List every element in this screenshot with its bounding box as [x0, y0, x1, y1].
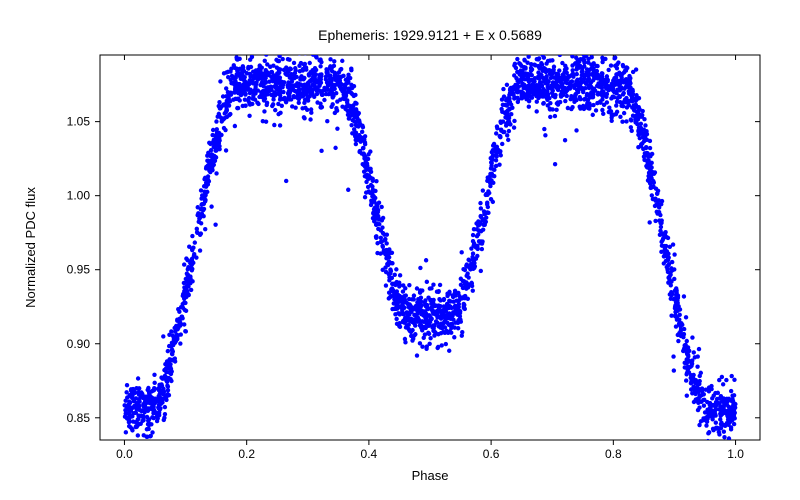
svg-text:0.90: 0.90: [67, 337, 91, 351]
svg-text:1.00: 1.00: [67, 189, 91, 203]
svg-text:0.2: 0.2: [238, 447, 255, 461]
y-axis-label: Normalized PDC flux: [23, 187, 38, 308]
svg-text:0.8: 0.8: [605, 447, 622, 461]
chart-title: Ephemeris: 1929.9121 + E x 0.5689: [318, 27, 542, 43]
scatter-chart: 0.0 0.2 0.4 0.6 0.8 1.0 0.85 0.90 0.95 1.00 1.05 Ph…: [0, 0, 800, 500]
svg-text:0.4: 0.4: [361, 447, 378, 461]
svg-text:0.0: 0.0: [116, 447, 133, 461]
chart-svg: 0.0 0.2 0.4 0.6 0.8 1.0 0.85 0.90 0.95 1.00 1.05 Ph…: [0, 0, 800, 500]
svg-text:0.95: 0.95: [67, 263, 91, 277]
svg-text:1.0: 1.0: [727, 447, 744, 461]
svg-text:0.6: 0.6: [483, 447, 500, 461]
svg-text:0.85: 0.85: [67, 411, 91, 425]
svg-text:1.05: 1.05: [67, 115, 91, 129]
x-axis-label: Phase: [412, 468, 449, 483]
